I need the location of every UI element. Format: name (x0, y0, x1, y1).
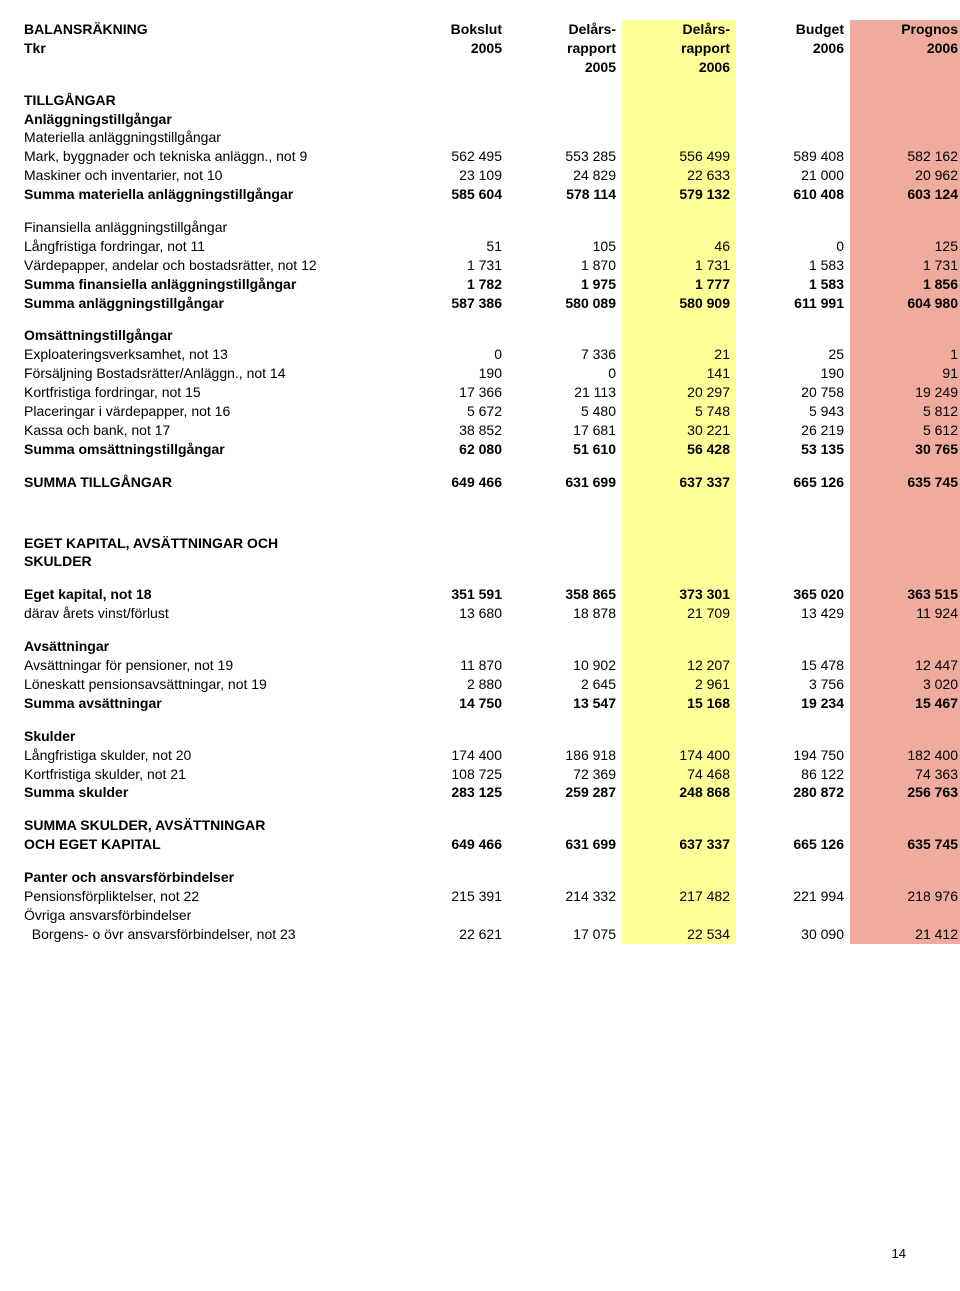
row-pensforpl: Pensionsförpliktelser, not 22215 391214 … (24, 887, 960, 906)
section-ssae1: SUMMA SKULDER, AVSÄTTNINGAR (24, 816, 394, 835)
row-fors: Försäljning Bostadsrätter/Anläggn., not … (24, 364, 960, 383)
section-ek1: EGET KAPITAL, AVSÄTTNINGAR OCH (24, 534, 394, 553)
col5-h1: Prognos (850, 20, 960, 39)
row-vardepapper: Värdepapper, andelar och bostadsrätter, … (24, 256, 960, 275)
row-maskiner: Maskiner och inventarier, not 1023 10924… (24, 166, 960, 185)
title-sub: Tkr (24, 39, 394, 58)
row-kassa: Kassa och bank, not 1738 85217 68130 221… (24, 421, 960, 440)
row-summa-oms: Summa omsättningstillgångar62 08051 6105… (24, 440, 960, 459)
row-egetkap: Eget kapital, not 18351 591358 865373 30… (24, 585, 960, 604)
col2-h1: Delårs- (508, 20, 622, 39)
section-pa: Panter och ansvarsförbindelser (24, 868, 394, 887)
row-kortsk: Kortfristiga skulder, not 21108 72572 36… (24, 765, 960, 784)
section-mat: Materiella anläggningstillgångar (24, 128, 394, 147)
section-oaf: Övriga ansvarsförbindelser (24, 906, 394, 925)
row-summa-fin: Summa finansiella anläggningstillgångar1… (24, 275, 960, 294)
row-summa-anl: Summa anläggningstillgångar587 386580 08… (24, 294, 960, 313)
section-sk: Skulder (24, 727, 394, 746)
balance-sheet-table: BALANSRÄKNING Bokslut Delårs- Delårs- Bu… (24, 20, 960, 944)
section-tillgangar: TILLGÅNGAR (24, 91, 394, 110)
row-kortford: Kortfristiga fordringar, not 1517 36621 … (24, 383, 960, 402)
page-number: 14 (892, 1246, 906, 1261)
section-fanl: Finansiella anläggningstillgångar (24, 218, 394, 237)
section-ek2: SKULDER (24, 552, 394, 571)
row-avspens: Avsättningar för pensioner, not 1911 870… (24, 656, 960, 675)
row-langford: Långfristiga fordringar, not 11511054601… (24, 237, 960, 256)
row-mark: Mark, byggnader och tekniska anläggn., n… (24, 147, 960, 166)
row-plac: Placeringar i värdepapper, not 165 6725 … (24, 402, 960, 421)
row-borgens: Borgens- o övr ansvarsförbindelser, not … (24, 925, 960, 944)
row-arets: därav årets vinst/förlust13 68018 87821 … (24, 604, 960, 623)
col1-h1: Bokslut (394, 20, 508, 39)
row-langsk: Långfristiga skulder, not 20174 400186 9… (24, 746, 960, 765)
section-anl: Anläggningstillgångar (24, 110, 394, 129)
row-ssae: OCH EGET KAPITAL649 466631 699637 337665… (24, 835, 960, 854)
row-summa-avs: Summa avsättningar14 75013 54715 16819 2… (24, 694, 960, 713)
row-expl: Exploateringsverksamhet, not 1307 336212… (24, 345, 960, 364)
row-summa-sk: Summa skulder283 125259 287248 868280 87… (24, 783, 960, 802)
col3-h1: Delårs- (622, 20, 736, 39)
title-main: BALANSRÄKNING (24, 20, 394, 39)
row-summa-mat: Summa materiella anläggningstillgångar58… (24, 185, 960, 204)
col4-h1: Budget (736, 20, 850, 39)
section-oms: Omsättningstillgångar (24, 326, 394, 345)
section-avs: Avsättningar (24, 637, 394, 656)
row-summa-tillg: SUMMA TILLGÅNGAR649 466631 699637 337665… (24, 473, 960, 492)
row-loneskatt: Löneskatt pensionsavsättningar, not 192 … (24, 675, 960, 694)
